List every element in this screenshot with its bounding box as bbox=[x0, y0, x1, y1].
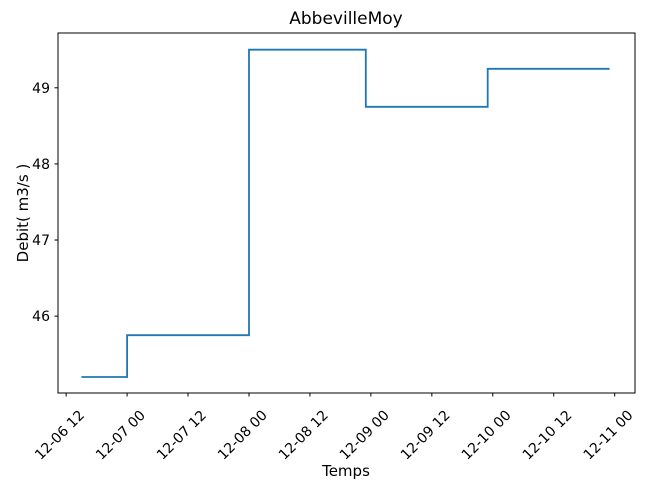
data-line-debit bbox=[81, 48, 610, 378]
x-tick-label: 12-08 00 bbox=[215, 408, 271, 464]
x-tick-label: 12-10 00 bbox=[459, 408, 515, 464]
x-tick-label: 12-06 12 bbox=[32, 408, 88, 464]
x-tick-label: 12-09 00 bbox=[337, 408, 393, 464]
y-tick-label: 49 bbox=[32, 81, 50, 97]
y-tick-label: 47 bbox=[32, 233, 50, 249]
x-tick-label: 12-07 00 bbox=[93, 408, 149, 464]
y-tick-label: 48 bbox=[32, 157, 50, 173]
x-tick-label: 12-08 12 bbox=[276, 408, 332, 464]
x-tick-label: 12-11 00 bbox=[581, 408, 637, 464]
plot-area: 12-06 12 12-07 00 12-07 12 12-08 00 12-08 12… bbox=[32, 32, 637, 464]
x-tick-label: 12-10 12 bbox=[520, 408, 576, 464]
y-axis-label: Debit( m3/s ) bbox=[14, 164, 32, 263]
x-tick-label: 12-07 12 bbox=[154, 408, 210, 464]
chart-title: AbbevilleMoy bbox=[289, 9, 403, 29]
x-axis-label: Temps bbox=[321, 462, 370, 480]
axes-spines bbox=[57, 32, 636, 394]
x-tick-label: 12-09 12 bbox=[398, 408, 454, 464]
y-tick-label: 46 bbox=[32, 309, 50, 325]
